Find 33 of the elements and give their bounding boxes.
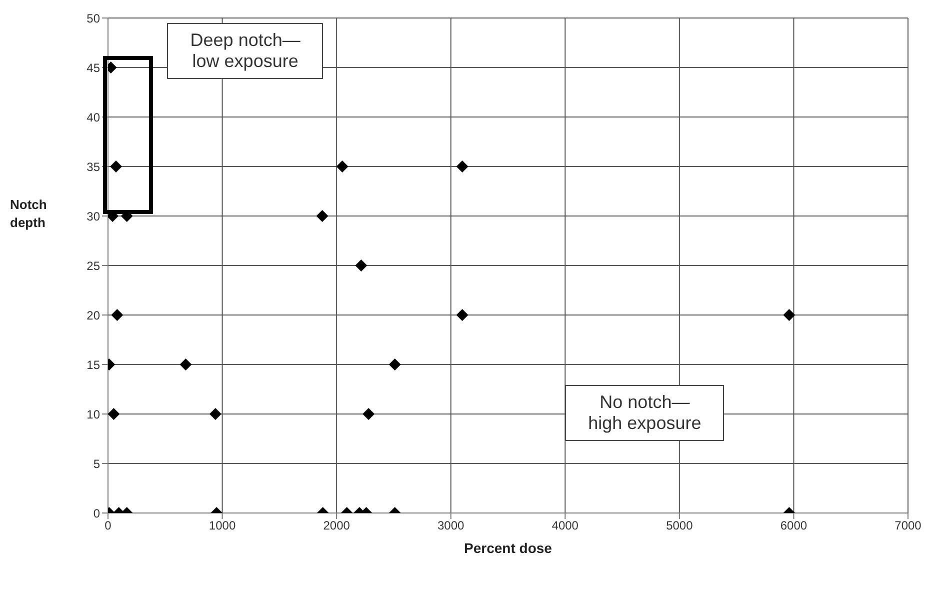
- point: [456, 309, 468, 321]
- x-tick-label: 0: [104, 518, 112, 533]
- point: [355, 260, 368, 272]
- x-tick-label: 2000: [323, 518, 350, 533]
- y-axis-title: Notch depth: [10, 196, 48, 232]
- y-tick-label: 35: [86, 160, 100, 174]
- point: [336, 160, 348, 172]
- x-tick-label: 7000: [894, 518, 922, 533]
- x-tick-label: 3000: [438, 518, 465, 533]
- point: [111, 309, 124, 321]
- y-tick-label: 45: [86, 60, 100, 75]
- point: [316, 210, 328, 222]
- x-tick-label: 4000: [552, 518, 579, 533]
- y-tick-label: 10: [86, 407, 100, 422]
- point: [388, 358, 401, 370]
- point: [180, 358, 192, 370]
- y-tick-label: 20: [86, 308, 100, 322]
- x-tick-label: 1000: [208, 518, 236, 533]
- y-tick-label: 0: [93, 506, 100, 520]
- y-tick-label: 25: [86, 258, 100, 273]
- x-axis-title: Percent dose: [464, 540, 552, 556]
- point: [456, 160, 468, 172]
- point: [783, 309, 796, 321]
- y-tick-label: 40: [86, 110, 100, 124]
- y-tick-label: 15: [86, 358, 100, 372]
- annotation: Deep notch— low exposure: [167, 23, 324, 79]
- y-tick-label: 30: [86, 209, 100, 224]
- y-tick-label: 5: [93, 456, 100, 471]
- x-tick-label: 5000: [666, 518, 694, 533]
- x-tick-label: 6000: [780, 518, 808, 533]
- y-tick-label: 50: [86, 11, 100, 26]
- annotation: No notch— high exposure: [565, 384, 724, 440]
- point: [110, 160, 122, 172]
